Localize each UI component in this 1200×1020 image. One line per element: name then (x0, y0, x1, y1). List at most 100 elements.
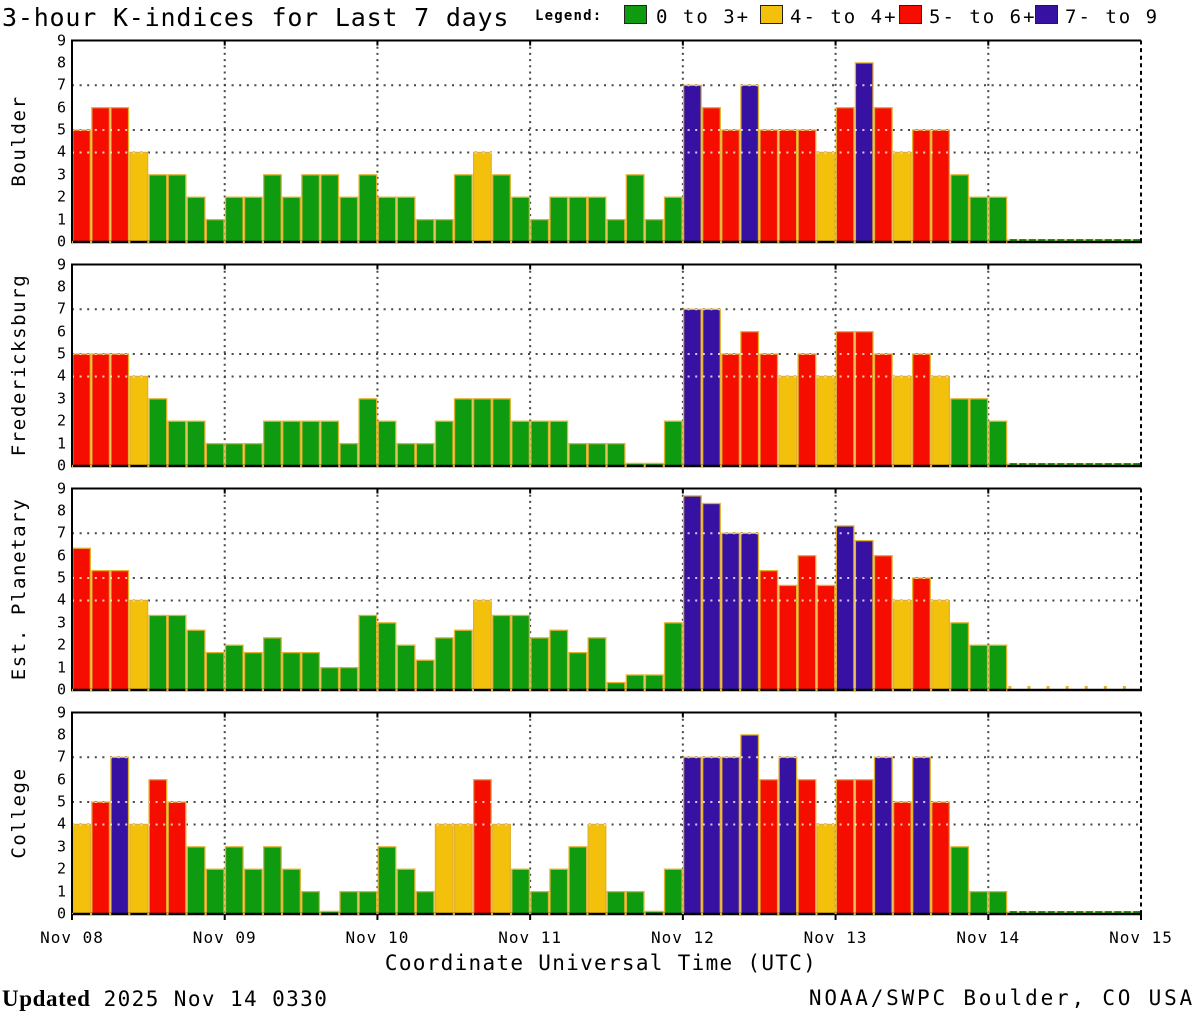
k-bar (453, 174, 473, 243)
y-tick-label: 7 (56, 747, 66, 766)
k-bar (167, 614, 187, 691)
y-tick-label: 1 (56, 434, 66, 453)
k-bar (492, 614, 511, 691)
k-bar (721, 353, 741, 467)
k-bar (434, 420, 454, 467)
k-bar (988, 644, 1008, 691)
y-tick-label: 6 (56, 546, 66, 565)
k-bar (702, 308, 721, 467)
k-bar (988, 890, 1008, 915)
k-bar (358, 614, 378, 691)
k-bar (606, 890, 626, 915)
k-bar (186, 846, 206, 915)
k-bar (396, 868, 416, 915)
k-bar (511, 614, 531, 691)
legend-swatch (624, 5, 647, 24)
y-tick-label: 5 (56, 568, 66, 587)
k-bar (816, 823, 836, 915)
k-bar (931, 375, 951, 467)
y-tick-label: 8 (56, 501, 66, 520)
k-bar (320, 420, 340, 467)
k-bar (492, 398, 511, 467)
legend-item-label: 4- to 4+ (790, 6, 898, 28)
k-bar (854, 779, 874, 915)
k-bar (91, 801, 111, 915)
k-bar (912, 129, 931, 243)
k-bar (511, 420, 531, 467)
k-bar (205, 868, 225, 915)
k-bar (644, 218, 664, 243)
k-bar (568, 651, 588, 691)
k-bar (472, 151, 492, 243)
k-bar (415, 442, 435, 467)
updated-timestamp: 2025 Nov 14 0330 (103, 987, 329, 1011)
k-bar (835, 525, 855, 691)
k-bar (72, 353, 91, 467)
k-bar (759, 353, 779, 467)
k-bar (702, 756, 721, 915)
k-bar (931, 599, 951, 691)
k-bar (110, 756, 130, 915)
y-tick-label: 9 (56, 703, 66, 721)
k-bar (377, 622, 397, 691)
k-bar (224, 196, 244, 243)
k-bar (759, 779, 779, 915)
k-bar (530, 218, 550, 243)
k-bar (243, 442, 263, 467)
k-bar (72, 129, 91, 243)
bars (72, 495, 1008, 691)
y-tick-label: 0 (56, 456, 66, 475)
k-bar (301, 420, 321, 467)
k-bar (167, 174, 187, 243)
k-bar (835, 107, 855, 243)
k-bar (186, 420, 206, 467)
k-bar (453, 398, 473, 467)
legend-swatch (1035, 5, 1058, 24)
k-bar (301, 651, 321, 691)
k-bar (396, 644, 416, 691)
k-bar (969, 644, 989, 691)
legend-item-label: 5- to 6+ (929, 6, 1037, 28)
y-tick-label: 1 (56, 882, 66, 901)
k-bar (110, 570, 130, 691)
y-tick-label: 5 (56, 344, 66, 363)
k-bar (511, 196, 531, 243)
y-tick-label: 3 (56, 389, 66, 408)
y-tick-label: 1 (56, 210, 66, 229)
y-tick-label: 4 (56, 366, 66, 385)
k-bar (988, 196, 1008, 243)
updated-row: Updated 2025 Nov 14 0330 (2, 986, 328, 1012)
x-tick-label: Nov 13 (803, 928, 868, 947)
k-bar (778, 756, 798, 915)
y-tick-label: 3 (56, 837, 66, 856)
k-bar (434, 218, 454, 243)
x-tick-label: Nov 11 (498, 928, 563, 947)
k-bar (587, 442, 607, 467)
k-bar (243, 868, 263, 915)
k-bar (243, 196, 263, 243)
k-bar (988, 420, 1008, 467)
y-tick-label: 8 (56, 725, 66, 744)
k-bar (702, 107, 721, 243)
k-bar (358, 890, 378, 915)
k-bar (549, 420, 569, 467)
k-bar (663, 196, 683, 243)
k-bar (682, 756, 702, 915)
k-bar (110, 353, 130, 467)
k-bar (377, 196, 397, 243)
y-tick-label: 5 (56, 120, 66, 139)
x-tick-label: Nov 15 (1109, 928, 1173, 947)
legend-item-label: 7- to 9 (1065, 6, 1160, 28)
k-bar (892, 375, 912, 467)
k-bar (835, 779, 855, 915)
k-bar (339, 666, 359, 691)
y-tick-label: 1 (56, 658, 66, 677)
panel-boulder (71, 39, 1142, 244)
k-bar (282, 651, 301, 691)
k-bar (950, 622, 970, 691)
x-tick-label: Nov 10 (345, 928, 410, 947)
y-tick-label: 2 (56, 187, 66, 206)
k-bar (167, 801, 187, 915)
k-bar (415, 659, 435, 691)
